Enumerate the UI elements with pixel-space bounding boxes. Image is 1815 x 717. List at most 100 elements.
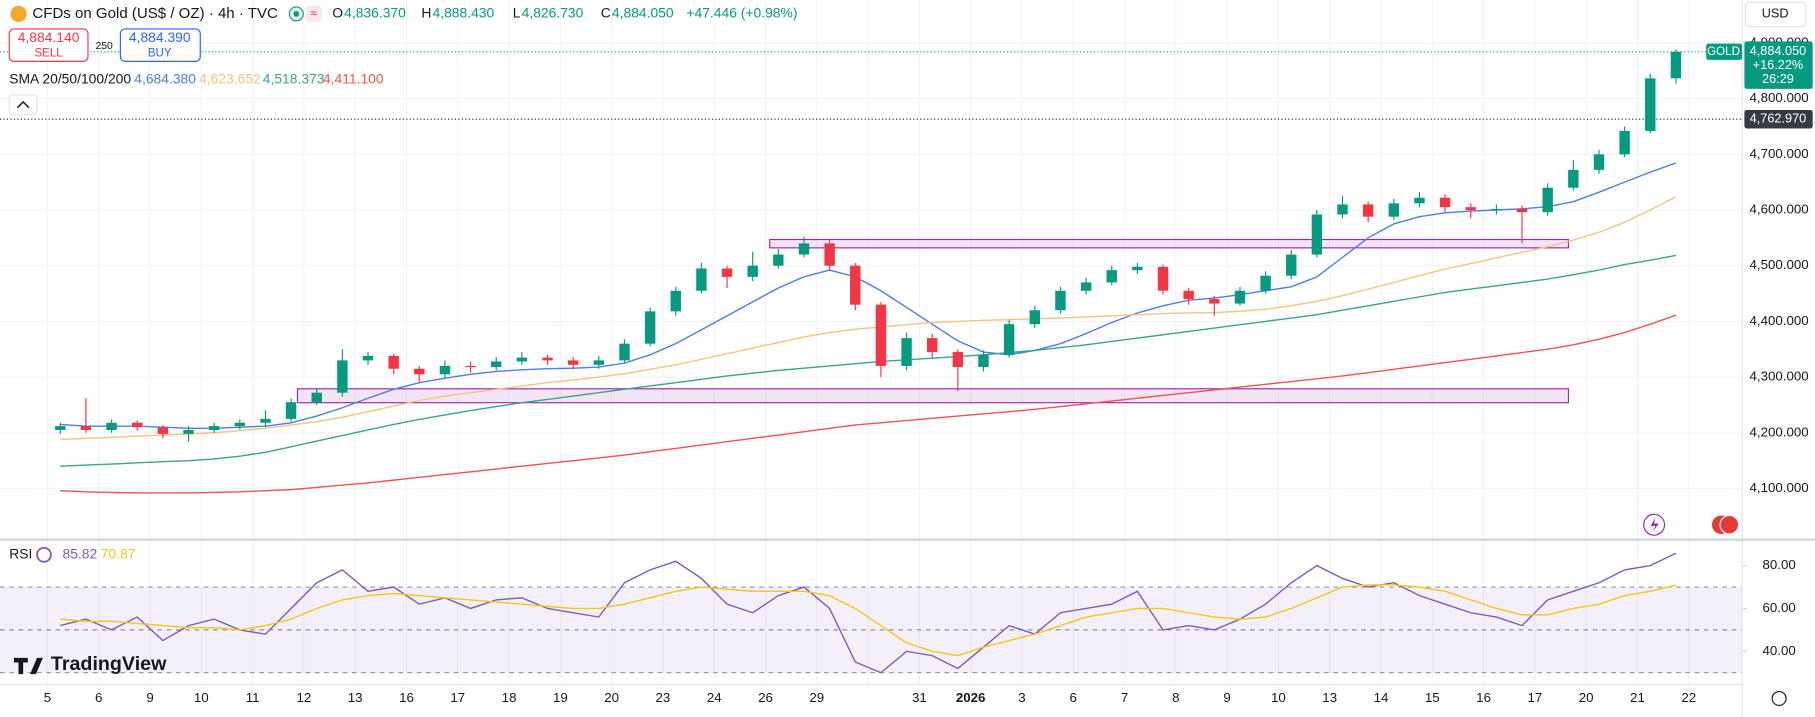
x-tick-label: 29 [809, 690, 824, 705]
candle-body [798, 243, 810, 255]
candle-body [1568, 169, 1579, 188]
candle-body [1260, 275, 1271, 291]
settings-icon[interactable] [1771, 690, 1787, 706]
x-tick-label: 16 [1476, 690, 1491, 705]
x-tick-label: 20 [604, 690, 619, 705]
price-tag-change: +16.22% [1753, 57, 1804, 72]
sell-button[interactable] [8, 28, 89, 62]
x-tick-label: 20 [1579, 690, 1594, 705]
sell-label: SELL [34, 47, 63, 59]
candle-body [875, 304, 887, 366]
sma-line [60, 254, 1676, 467]
ohlc-value: 4,826.730 [522, 5, 584, 21]
symbol-tag-bg [1706, 43, 1743, 60]
spread: 250 [95, 41, 113, 52]
sma-legend-value: 4,684.380 [134, 71, 196, 87]
x-tick-label: 23 [656, 690, 671, 705]
buy-button[interactable] [119, 28, 201, 62]
x-tick-label: 24 [707, 690, 722, 705]
x-tick-label: 21 [1630, 690, 1645, 705]
candle-body [619, 343, 630, 361]
x-tick-label: 10 [194, 690, 209, 705]
candle-body [183, 430, 194, 434]
x-tick-label: 9 [146, 690, 153, 705]
candle-body [901, 338, 912, 366]
currency-button[interactable] [1744, 1, 1807, 28]
candle-body [311, 392, 322, 403]
ohlc-value: 4,884.050 [612, 5, 674, 21]
candle-body [1337, 204, 1348, 215]
rsi-icon[interactable] [36, 547, 52, 563]
rsi-line [60, 584, 1677, 657]
rsi-legend-value: 70.87 [101, 546, 136, 562]
candle-body [132, 422, 143, 428]
candle-body [978, 354, 989, 368]
candle-body [721, 268, 733, 277]
y-tick-label: 4,400.000 [1750, 313, 1809, 328]
sma-legend-label: SMA 20/50/100/200 [9, 71, 131, 87]
ohlc-key: C [601, 5, 611, 21]
sma-line [60, 196, 1677, 441]
watermark-logo [13, 657, 43, 675]
rsi-legend-value: 85.82 [63, 546, 98, 562]
collapse-button[interactable] [8, 94, 38, 116]
sell-price: 4,884.140 [18, 29, 80, 45]
candle-body [337, 360, 348, 393]
candle-body [1029, 310, 1040, 325]
candle-body [593, 360, 605, 365]
candle-body [1106, 270, 1117, 283]
x-tick-label: 11 [246, 690, 260, 705]
x-tick-label: 22 [1681, 690, 1696, 705]
sma-line [60, 314, 1677, 494]
candles [55, 49, 1682, 442]
y-tick-label: 4,100.000 [1750, 480, 1809, 495]
x-tick-label: 10 [1271, 690, 1286, 705]
x-tick-label: 26 [758, 690, 773, 705]
candle-body [439, 365, 451, 375]
data-icon-glyph: ≈ [311, 8, 318, 20]
collapse-icon [16, 100, 30, 109]
x-tick-label: 14 [1374, 690, 1389, 705]
candle-body [208, 426, 220, 431]
x-tick-label: 6 [1070, 690, 1077, 705]
x-tick-label: 3 [1018, 690, 1025, 705]
candle-body [1003, 324, 1015, 355]
candle-body [80, 426, 92, 431]
flag-icon[interactable] [1719, 514, 1740, 535]
rsi-tick-label: 60.00 [1762, 600, 1795, 615]
rsi-legend: 85.82 70.87 [63, 546, 136, 562]
price-tag: 4,884.050 [1750, 43, 1807, 58]
ohlc-value: 4,836.370 [344, 5, 406, 21]
candle-body [491, 361, 502, 368]
candle-body [414, 368, 425, 375]
ohlc-key: O [332, 5, 343, 21]
x-tick-label: 17 [1527, 690, 1542, 705]
candle-body [644, 311, 656, 344]
market-status-dot [293, 11, 300, 17]
y-tick-label: 4,700.000 [1750, 146, 1809, 161]
candle-body [696, 268, 707, 291]
candle-body [773, 254, 784, 266]
candle-body [1491, 208, 1502, 211]
reference-tag-bg [1744, 109, 1813, 129]
ohlc-value: 4,888.430 [433, 5, 495, 21]
x-tick-label: 17 [450, 690, 465, 705]
candle-body [1516, 208, 1528, 213]
price-tag-bg [1744, 41, 1813, 89]
candle-body [157, 427, 169, 434]
price-tag-countdown: 26:29 [1762, 71, 1794, 86]
candle-body [670, 290, 681, 312]
symbol-title: CFDs on Gold (US$ / OZ) · 4h · TVC [32, 5, 278, 22]
x-tick-label: 12 [297, 690, 312, 705]
data-icon[interactable] [305, 5, 322, 23]
candle-body [567, 360, 579, 365]
buy-price: 4,884.390 [129, 29, 191, 45]
candle-body [388, 355, 399, 369]
grid [0, 0, 1743, 685]
x-tick-label: 2026 [956, 690, 986, 705]
y-tick-label: 4,200.000 [1750, 424, 1809, 439]
x-tick-label: 7 [1121, 690, 1128, 705]
candle-body [1439, 197, 1451, 208]
